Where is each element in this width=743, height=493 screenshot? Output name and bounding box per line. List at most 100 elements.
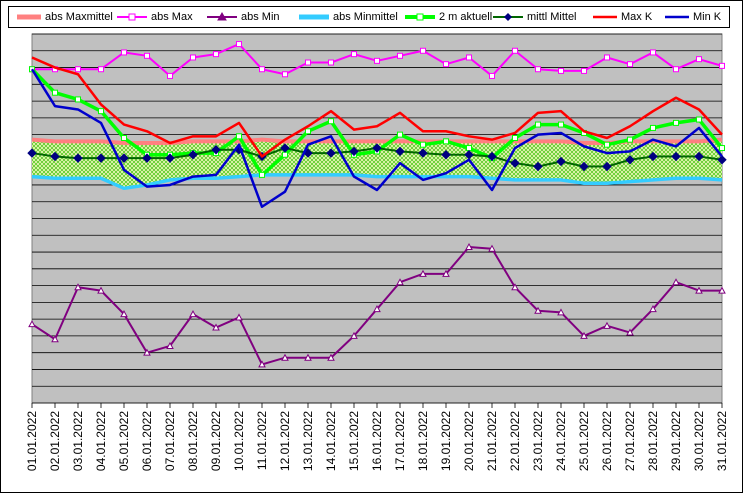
legend-swatch-diamond-marker-icon [493,13,523,21]
x-tick-label: 05.01.2022 [117,411,131,471]
point-abs-max [397,52,403,59]
point-2-m-aktuell [558,121,564,128]
x-tick-label: 15.01.2022 [347,411,361,471]
point-2-m-aktuell [466,145,472,152]
legend-label: abs Min [241,11,280,23]
point-2-m-aktuell [328,118,334,125]
point-2-m-aktuell [627,136,633,143]
point-mittl-mittel [487,151,497,162]
point-mittl-mittel [50,151,60,162]
point-abs-min [235,313,243,321]
x-tick-label: 10.01.2022 [232,411,246,471]
point-abs-max [98,66,104,73]
point-abs-min [350,331,358,339]
x-tick-label: 14.01.2022 [324,411,338,471]
x-tick-label: 07.01.2022 [163,411,177,471]
legend-item-abs-maxmittel: abs Maxmittel [17,8,113,26]
x-tick-label: 21.01.2022 [485,411,499,471]
x-tick-label: 26.01.2022 [600,411,614,471]
point-abs-max [581,67,587,74]
x-tick-label: 19.01.2022 [439,411,453,471]
point-abs-min [166,341,174,349]
point-2-m-aktuell [420,141,426,148]
point-abs-min [534,306,542,314]
x-tick-label: 06.01.2022 [140,411,154,471]
point-abs-min [97,286,105,294]
point-2-m-aktuell [604,141,610,148]
point-2-m-aktuell [650,124,656,131]
series-line-max-k [31,56,723,158]
legend: abs Maxmittel abs Max abs Min abs Minmit… [8,6,730,28]
point-2-m-aktuell [719,145,725,152]
point-mittl-mittel [142,153,152,163]
point-mittl-mittel [395,146,405,157]
legend-swatch-line-icon [665,15,689,19]
point-abs-max [719,62,725,69]
point-abs-min [28,320,36,328]
x-tick-label: 29.01.2022 [669,411,683,471]
x-tick-label: 12.01.2022 [278,411,292,471]
point-mittl-mittel [211,145,221,155]
point-2-m-aktuell [305,128,311,135]
point-abs-min [488,244,496,252]
point-abs-min [120,310,128,318]
x-tick-label: 04.01.2022 [94,411,108,471]
x-tick-label: 23.01.2022 [531,411,545,471]
point-2-m-aktuell [535,121,541,128]
x-tick-label: 03.01.2022 [71,411,85,471]
point-abs-min [143,348,151,356]
point-2-m-aktuell [259,171,265,178]
x-tick-label: 17.01.2022 [393,411,407,471]
point-abs-min [511,283,519,291]
point-abs-max [259,66,265,73]
point-abs-min [189,310,197,318]
legend-item-max-k: Max K [593,8,652,26]
legend-swatch-thick-line-icon [17,14,41,20]
x-tick-label: 16.01.2022 [370,411,384,471]
point-2-m-aktuell [52,89,58,96]
x-tick-label: 24.01.2022 [554,411,568,471]
point-abs-min [281,353,289,361]
point-abs-min [396,278,404,286]
point-abs-max [236,41,242,48]
point-abs-max [190,54,196,61]
point-mittl-mittel [349,146,359,157]
point-abs-max [121,49,127,56]
x-tick-label: 30.01.2022 [692,411,706,471]
point-mittl-mittel [27,148,37,158]
legend-swatch-thick-line-icon [299,14,329,20]
legend-label: abs Minmittel [333,11,398,23]
point-mittl-mittel [326,148,336,158]
x-tick-label: 08.01.2022 [186,411,200,471]
point-abs-max [673,66,679,73]
legend-item-mittl-mittel: mittl Mittel [493,8,577,26]
point-abs-min [373,305,381,313]
x-tick-label: 22.01.2022 [508,411,522,471]
point-abs-min [419,269,427,277]
point-abs-min [258,360,266,368]
legend-label: 2 m aktuell [439,11,493,23]
point-2-m-aktuell [236,133,242,140]
x-tick-label: 11.01.2022 [255,411,269,470]
series-line-min-k [30,68,723,209]
point-abs-max [420,47,426,54]
point-2-m-aktuell [29,66,35,73]
point-abs-max [75,66,81,73]
legend-label: abs Max [151,11,193,23]
legend-swatch-square-marker-icon [405,13,435,21]
point-abs-min [580,331,588,339]
point-abs-max [167,72,173,79]
legend-item-2m-aktuell: 2 m aktuell [405,8,492,26]
point-abs-min [74,283,82,291]
point-mittl-mittel [694,151,704,162]
point-abs-min [603,321,611,329]
point-abs-max [443,61,449,68]
point-abs-min [51,335,59,343]
point-abs-max [305,59,311,66]
point-2-m-aktuell [282,151,288,158]
legend-swatch-triangle-marker-icon [207,12,237,21]
point-abs-max [328,59,334,66]
point-abs-min [626,328,634,336]
point-abs-min [327,353,335,361]
point-abs-max [351,51,357,58]
